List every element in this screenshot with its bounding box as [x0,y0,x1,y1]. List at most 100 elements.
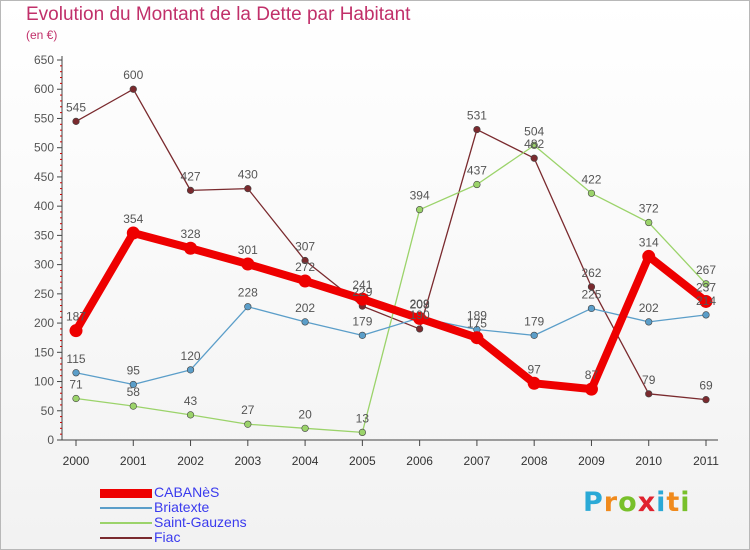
y-tick-label: 450 [34,170,54,184]
data-point-caban-s [584,382,598,396]
data-point-caban-s [184,241,198,255]
data-label-fiac: 229 [352,285,372,299]
data-label-fiac: 482 [524,137,544,151]
y-tick-label: 350 [34,228,54,242]
data-label-saint-gauzens: 58 [127,385,141,399]
y-tick-label: 50 [41,404,55,418]
data-point-fiac [129,85,137,93]
data-point-briatexte [587,304,596,313]
data-point-briatexte [358,331,366,339]
data-point-caban-s [355,292,369,306]
data-point-saint-gauzens [186,411,195,419]
y-tick-label: 250 [34,287,54,301]
data-point-caban-s [699,294,713,308]
data-point-briatexte [530,331,538,339]
data-label-saint-gauzens: 394 [410,189,430,203]
x-tick-label: 2005 [349,454,376,468]
data-label-fiac: 307 [295,240,315,254]
x-tick-label: 2011 [693,454,719,468]
data-point-saint-gauzens [129,402,137,410]
data-label-fiac: 262 [581,266,601,280]
legend-swatch-saint-gauzens [100,522,152,524]
series-line-saint-gauzens [75,144,707,434]
data-point-caban-s [126,226,140,240]
data-point-briatexte [186,366,195,374]
chart-title: Evolution du Montant de la Dette par Hab… [26,4,411,25]
legend-swatch-cabanes [100,489,152,498]
x-tick-label: 2004 [292,454,319,468]
data-label-saint-gauzens: 437 [467,164,487,178]
data-label-caban-s: 237 [696,280,716,294]
data-point-saint-gauzens [702,280,710,288]
data-point-caban-s [527,376,541,390]
data-point-caban-s [642,249,656,263]
proxiti-logo-letter: i [680,487,691,518]
data-label-saint-gauzens: 422 [581,172,601,186]
data-point-saint-gauzens [358,428,366,437]
data-point-saint-gauzens [301,424,309,432]
legend-label-fiac: Fiac [154,529,181,545]
x-tick-label: 2002 [177,454,204,468]
data-label-caban-s: 97 [528,362,542,376]
data-label-saint-gauzens: 20 [298,407,312,421]
x-tick-label: 2006 [406,454,433,468]
data-label-briatexte: 179 [524,314,544,328]
data-label-saint-gauzens: 13 [356,411,370,425]
x-tick-label: 2003 [234,454,261,468]
data-point-fiac [702,396,710,404]
data-label-fiac: 600 [123,68,143,82]
data-label-briatexte: 225 [581,287,601,301]
y-tick-label: 0 [47,433,54,447]
data-label-caban-s: 175 [467,317,487,331]
data-point-briatexte [645,318,653,326]
proxiti-logo-letter: i [656,487,667,518]
data-label-fiac: 69 [699,379,713,393]
data-label-saint-gauzens: 71 [69,377,83,391]
y-tick-label: 500 [34,141,54,155]
y-tick-label: 150 [34,345,54,359]
data-point-briatexte [301,318,309,326]
series-points [69,85,713,437]
proxiti-logo-letter: r [603,487,619,518]
data-point-caban-s [470,331,484,345]
data-label-briatexte: 189 [467,309,487,323]
data-label-saint-gauzens: 372 [639,202,659,216]
data-label-briatexte: 115 [66,352,85,366]
proxiti-logo-letter: x [637,487,657,518]
y-tick-label: 400 [34,199,54,213]
proxiti-logo-letter: t [666,487,681,518]
data-point-saint-gauzens [645,218,653,227]
data-point-briatexte [129,380,137,389]
data-point-briatexte [702,311,710,319]
axes: 0 50 100 150 200 250 300 350 400 450 500 550 600 650 2… [34,53,719,468]
proxiti-logo-letter: o [618,487,638,518]
data-label-briatexte: 202 [639,301,659,315]
data-label-briatexte: 214 [696,294,716,308]
data-label-caban-s: 187 [66,310,86,324]
data-label-briatexte: 120 [181,349,201,363]
x-tick-label: 2009 [578,454,605,468]
data-point-saint-gauzens [72,394,80,403]
data-labels: 545 600 427 430 307 229 190 531 482 262 79 69 71 58 43… [66,68,716,425]
legend-swatch-fiac [100,537,152,539]
y-tick-label: 100 [34,375,54,389]
series-line-caban-s [72,229,710,394]
data-point-fiac [244,185,252,193]
data-label-fiac: 190 [410,308,430,322]
data-label-caban-s: 208 [410,297,430,311]
data-label-briatexte: 95 [127,363,141,377]
data-point-fiac [473,125,481,134]
data-label-fiac: 430 [238,168,258,182]
y-tick-label: 550 [34,111,54,125]
data-point-briatexte [244,303,252,311]
data-point-saint-gauzens [530,141,538,149]
x-tick-label: 2007 [464,454,491,468]
data-point-caban-s [413,311,427,325]
data-label-caban-s: 314 [639,235,659,249]
data-label-caban-s: 328 [181,227,201,241]
data-point-fiac [72,117,80,125]
legend-swatch-briatexte [100,507,152,509]
data-label-fiac: 545 [66,100,86,114]
